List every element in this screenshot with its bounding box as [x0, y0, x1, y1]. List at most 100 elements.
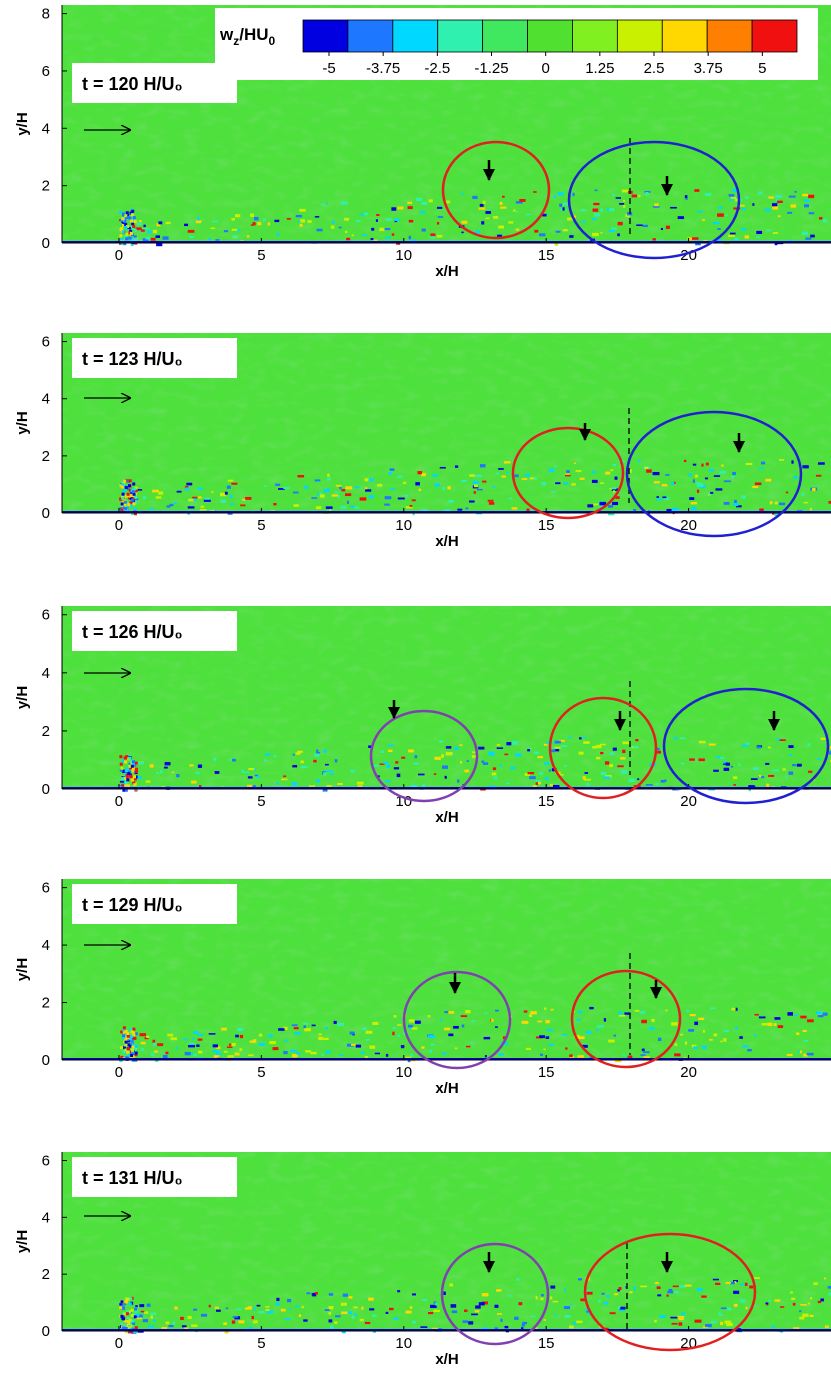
field-speckle	[396, 242, 401, 245]
field-speckle	[482, 762, 489, 765]
obstacle-speckle	[122, 224, 126, 228]
field-speckle	[805, 237, 812, 240]
obstacle-speckle	[127, 772, 131, 776]
field-speckle	[744, 196, 749, 199]
obstacle-speckle	[122, 1317, 126, 1321]
y-tick-label: 2	[42, 1266, 50, 1283]
field-speckle	[539, 771, 544, 775]
field-speckle	[247, 1327, 253, 1329]
field-speckle	[617, 1289, 620, 1292]
field-speckle	[774, 512, 781, 517]
field-speckle	[338, 226, 342, 229]
field-speckle	[648, 1027, 655, 1030]
obstacle-speckle	[119, 234, 123, 238]
field-speckle	[767, 746, 771, 749]
field-speckle	[720, 1040, 723, 1043]
field-speckle	[759, 467, 764, 470]
field-speckle	[560, 745, 568, 748]
field-speckle	[545, 1036, 550, 1039]
field-speckle	[182, 1038, 189, 1041]
obstacle-speckle	[133, 235, 137, 239]
field-speckle	[329, 1325, 334, 1329]
field-speckle	[504, 1325, 509, 1329]
field-speckle	[519, 199, 526, 202]
field-speckle	[434, 756, 441, 760]
field-speckle	[640, 1285, 648, 1288]
field-speckle	[759, 508, 764, 512]
field-speckle	[468, 1321, 474, 1325]
field-speckle	[326, 785, 332, 789]
field-speckle	[665, 225, 670, 229]
field-speckle	[534, 229, 539, 233]
field-speckle	[652, 238, 656, 241]
field-speckle	[593, 503, 599, 506]
highlight-circle	[570, 969, 682, 1069]
field-speckle	[553, 195, 557, 198]
field-speckle	[368, 745, 374, 748]
field-speckle	[146, 1303, 151, 1307]
field-speckle	[586, 1291, 593, 1295]
field-speckle	[341, 1311, 348, 1315]
field-speckle	[710, 1007, 716, 1010]
field-speckle	[741, 207, 746, 211]
field-speckle	[334, 491, 340, 494]
field-speckle	[215, 239, 220, 241]
colorbar-tick-label: 0	[541, 60, 549, 77]
obstacle-speckle	[119, 1306, 123, 1310]
field-speckle	[213, 1055, 220, 1058]
field-speckle	[437, 216, 444, 218]
field-speckle	[289, 1308, 292, 1311]
field-speckle	[316, 779, 320, 783]
field-speckle	[561, 1033, 568, 1036]
field-speckle	[628, 1055, 633, 1059]
field-speckle	[688, 1029, 695, 1032]
field-speckle	[499, 201, 503, 205]
field-speckle	[152, 1319, 157, 1322]
field-speckle	[609, 488, 612, 490]
x-tick-label: 10	[395, 1335, 412, 1352]
field-speckle	[552, 784, 560, 787]
field-speckle	[725, 762, 731, 766]
field-speckle	[180, 1316, 184, 1320]
field-speckle	[374, 1052, 380, 1055]
field-speckle	[369, 1308, 375, 1311]
field-speckle	[388, 472, 392, 476]
field-speckle	[768, 1299, 772, 1302]
colorbar-tick-label: 1.25	[585, 60, 614, 77]
obstacle-speckle	[126, 487, 130, 491]
obstacle-speckle	[122, 1026, 126, 1030]
field-speckle	[383, 761, 389, 764]
field-speckle	[593, 202, 600, 206]
field-speckle	[552, 1300, 559, 1303]
field-speckle	[407, 206, 413, 210]
field-speckle	[187, 506, 195, 509]
y-tick-label: 6	[42, 880, 50, 897]
field-speckle	[817, 462, 825, 465]
field-speckle	[397, 1024, 402, 1026]
obstacle-speckle	[122, 1034, 126, 1038]
field-speckle	[304, 485, 309, 489]
field-speckle	[543, 743, 548, 746]
field-speckle	[787, 1012, 794, 1016]
field-speckle	[677, 216, 685, 220]
obstacle-speckle	[128, 494, 132, 498]
field-speckle	[388, 1307, 394, 1311]
field-speckle	[803, 1053, 809, 1057]
field-speckle	[504, 461, 511, 464]
field-speckle	[622, 749, 626, 754]
field-speckle	[756, 230, 763, 235]
field-speckle	[701, 219, 706, 221]
field-speckle	[168, 1324, 174, 1328]
field-speckle	[596, 756, 601, 760]
field-speckle	[298, 1314, 302, 1318]
field-speckle	[603, 1301, 609, 1305]
field-speckle	[765, 762, 770, 765]
field-speckle	[297, 220, 302, 223]
field-speckle	[664, 779, 667, 782]
colorbar-block	[347, 19, 394, 53]
field-speckle	[215, 1052, 222, 1055]
field-speckle	[586, 1290, 592, 1293]
obstacle-speckle	[124, 1330, 128, 1334]
highlight-circle	[625, 410, 803, 538]
field-speckle	[704, 477, 708, 480]
